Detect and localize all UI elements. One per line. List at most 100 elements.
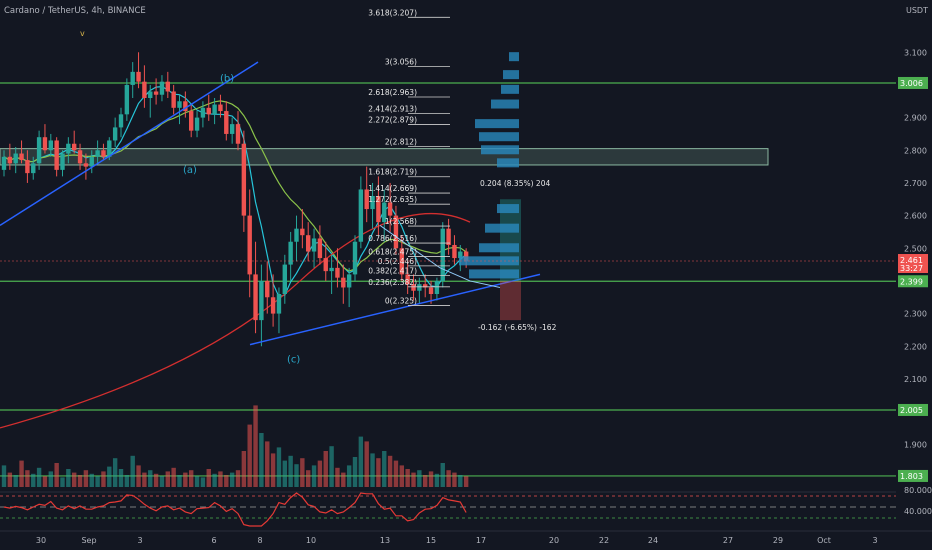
candle[interactable] — [48, 133, 53, 157]
candle[interactable] — [130, 62, 135, 98]
candle[interactable] — [153, 78, 159, 105]
candle[interactable] — [200, 101, 206, 128]
stop-zone[interactable] — [500, 280, 521, 321]
candle[interactable] — [142, 65, 147, 108]
candle[interactable] — [218, 94, 223, 118]
position-projection[interactable]: 0.204 (8.35%) 204 -0.162 (-6.65%) -162 — [459, 52, 557, 332]
candle[interactable] — [247, 189, 252, 298]
candle[interactable] — [399, 235, 404, 281]
trend-lines[interactable] — [0, 61, 541, 346]
candle[interactable] — [177, 94, 182, 125]
candle[interactable] — [36, 130, 42, 170]
candle[interactable] — [294, 215, 299, 262]
candle[interactable] — [159, 75, 165, 102]
candle[interactable] — [311, 228, 317, 268]
candle[interactable] — [452, 235, 457, 265]
candle[interactable] — [370, 182, 375, 229]
candle[interactable] — [183, 91, 188, 118]
candle[interactable] — [323, 241, 328, 281]
candle[interactable] — [206, 94, 211, 121]
candle[interactable] — [189, 104, 194, 138]
candle[interactable] — [306, 222, 311, 262]
upper-trend-line[interactable] — [0, 61, 259, 227]
candle[interactable] — [434, 277, 440, 301]
candle[interactable] — [101, 143, 106, 161]
candle[interactable] — [393, 205, 399, 255]
candle[interactable] — [66, 137, 71, 164]
candle[interactable] — [428, 280, 434, 304]
current-price-tag[interactable] — [898, 254, 928, 274]
volume-bar — [200, 477, 206, 487]
candle[interactable] — [329, 254, 334, 294]
candle[interactable] — [288, 231, 293, 281]
candle[interactable] — [83, 153, 89, 180]
candle[interactable] — [165, 71, 170, 98]
candle[interactable] — [89, 150, 94, 174]
candle-body — [440, 228, 445, 281]
candle[interactable] — [212, 98, 217, 125]
candle[interactable] — [253, 241, 258, 334]
candle[interactable] — [282, 254, 287, 304]
candle-body — [405, 274, 410, 285]
candle[interactable] — [42, 124, 48, 154]
candle[interactable] — [405, 261, 410, 294]
candle[interactable] — [118, 107, 124, 138]
candle[interactable] — [1, 150, 7, 177]
candle[interactable] — [54, 137, 59, 177]
candle-body — [417, 284, 422, 291]
candle[interactable] — [411, 274, 416, 301]
candle[interactable] — [19, 140, 24, 164]
candle[interactable] — [136, 52, 141, 89]
candle[interactable] — [112, 117, 118, 147]
candle[interactable] — [265, 261, 270, 314]
candle[interactable] — [423, 274, 428, 298]
candle[interactable] — [417, 277, 422, 304]
candle[interactable] — [446, 218, 451, 255]
candle[interactable] — [194, 111, 200, 138]
volume-profile-bar — [481, 145, 519, 155]
candle[interactable] — [382, 189, 387, 242]
candle[interactable] — [364, 166, 369, 223]
candle[interactable] — [31, 156, 36, 180]
candle[interactable] — [259, 264, 264, 347]
candle[interactable] — [352, 235, 358, 281]
candle[interactable] — [270, 274, 276, 327]
candle[interactable] — [341, 264, 346, 304]
candles[interactable] — [1, 52, 469, 347]
volume-bar — [159, 476, 165, 487]
fib-level-label: 0(2.325) — [385, 296, 417, 305]
candle[interactable] — [358, 176, 364, 249]
candle[interactable] — [387, 182, 393, 232]
candle[interactable] — [335, 248, 340, 288]
candle[interactable] — [7, 143, 13, 170]
candle-body — [311, 238, 317, 252]
candle[interactable] — [317, 225, 323, 265]
candle[interactable] — [148, 84, 153, 118]
candle[interactable] — [440, 222, 445, 288]
candle[interactable] — [346, 267, 352, 308]
volume-bar — [13, 475, 18, 487]
candle[interactable] — [376, 176, 381, 236]
volume-bar — [177, 475, 182, 487]
candle[interactable] — [13, 147, 18, 174]
fib-extension[interactable]: 3.618(3.207) 3(3.056) 2.618(2.963) 2.414(2.… — [368, 8, 450, 306]
candle[interactable] — [25, 150, 30, 183]
candle[interactable] — [235, 111, 241, 151]
candle-body — [31, 163, 36, 174]
candle[interactable] — [276, 287, 282, 334]
candle[interactable] — [300, 209, 305, 249]
candle[interactable] — [224, 101, 229, 141]
price-tick: 2.500 — [904, 244, 927, 253]
candle[interactable] — [95, 140, 100, 164]
forecast-path[interactable] — [379, 224, 501, 288]
candle[interactable] — [60, 150, 65, 177]
time-axis[interactable]: 30 Sep 3 6 8 10 13 15 17 20 22 24 27 29 Oct 3 — [0, 530, 932, 545]
candle[interactable] — [72, 130, 77, 154]
candle[interactable] — [241, 130, 247, 232]
candle[interactable] — [77, 143, 83, 170]
candle[interactable] — [171, 84, 176, 115]
candle[interactable] — [124, 78, 130, 121]
candle[interactable] — [229, 117, 235, 144]
